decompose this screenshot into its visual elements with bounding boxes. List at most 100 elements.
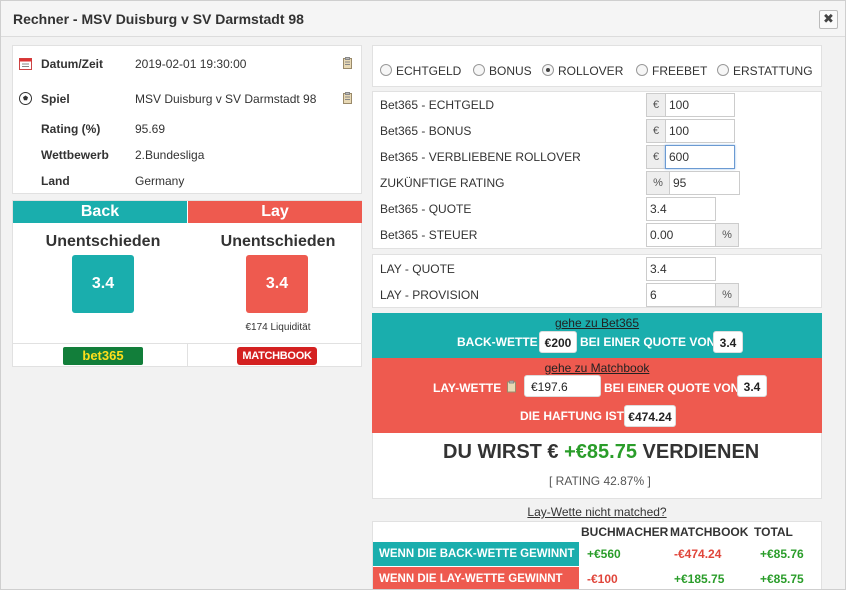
cell-total: +€85.76 xyxy=(760,547,804,561)
wettbewerb-value: 2.Bundesliga xyxy=(135,148,205,162)
close-button[interactable]: ✖ xyxy=(819,10,838,29)
back-odds-chip: 3.4 xyxy=(713,331,743,353)
bonus-label: Bet365 - BONUS xyxy=(380,124,472,138)
goto-bet365-link[interactable]: gehe zu Bet365 xyxy=(554,316,640,330)
lay-selection: Unentschieden xyxy=(220,233,336,250)
calendar-icon xyxy=(19,58,32,70)
earn-amount: +€85.75 xyxy=(564,441,637,463)
row-rollover: Bet365 - VERBLIEBENE ROLLOVER € xyxy=(373,144,821,170)
land-label: Land xyxy=(41,174,70,188)
liability-amount: €474.24 xyxy=(624,405,676,427)
cell-matchbook: +€185.75 xyxy=(674,572,725,586)
lay-quote-input[interactable] xyxy=(646,257,716,281)
bonus-input[interactable] xyxy=(665,119,735,143)
back-odds-box[interactable]: 3.4 xyxy=(72,255,134,313)
lay-provision-label: LAY - PROVISION xyxy=(380,288,479,302)
logo-divider-vertical xyxy=(187,343,188,367)
radio-dot-selected[interactable] xyxy=(542,64,554,76)
back-selection: Unentschieden xyxy=(45,233,161,250)
land-value: Germany xyxy=(135,174,185,188)
quote-input[interactable] xyxy=(646,197,716,221)
goto-matchbook-link[interactable]: gehe zu Matchbook xyxy=(544,361,650,375)
row-lay-provision: LAY - PROVISION % xyxy=(373,282,821,308)
echtgeld-label: Bet365 - ECHTGELD xyxy=(380,98,495,112)
cell-buchmacher: -€100 xyxy=(587,572,618,586)
table-row: WENN DIE BACK-WETTE GEWINNT +€560 -€474.… xyxy=(373,542,821,566)
summary-table: BUCHMACHER MATCHBOOK TOTAL WENN DIE BACK… xyxy=(372,521,822,589)
datum-label: Datum/Zeit xyxy=(41,57,104,71)
rating-value: 95.69 xyxy=(135,122,166,136)
clipboard-icon[interactable] xyxy=(507,380,517,393)
lay-not-matched-link[interactable]: Lay-Wette nicht matched? xyxy=(527,505,667,519)
echtgeld-input[interactable] xyxy=(665,93,735,117)
rating-label: Rating (%) xyxy=(41,122,101,136)
wettbewerb-label: Wettbewerb xyxy=(41,148,109,162)
result-rating-note: [ RATING 42.87% ] xyxy=(549,474,651,488)
lay-odds-box[interactable]: 3.4 xyxy=(246,255,308,313)
table-row: WENN DIE LAY-WETTE GEWINNT -€100 +€185.7… xyxy=(373,567,821,589)
clipboard-icon[interactable] xyxy=(343,92,353,104)
back-form-panel: Bet365 - ECHTGELD € Bet365 - BONUS € Bet… xyxy=(372,91,822,249)
back-bet-label: BACK-WETTE xyxy=(457,335,538,349)
lay-odds-chip: 3.4 xyxy=(737,375,767,397)
back-lay-panel: Back Lay Unentschieden Unentschieden 3.4… xyxy=(12,200,362,367)
lay-bet-amount: €197.6 xyxy=(524,375,601,397)
info-row-datum: Datum/Zeit 2019-02-01 19:30:00 xyxy=(13,54,361,74)
row-echtgeld: Bet365 - ECHTGELD € xyxy=(373,92,821,118)
mode-radio-panel: ECHTGELD BONUS ROLLOVER FREEBET ERSTATTU… xyxy=(372,45,822,87)
earn-prefix: DU WIRST € xyxy=(443,441,559,463)
lay-provision-input[interactable] xyxy=(646,283,716,307)
back-bet-amount: €200 xyxy=(539,331,577,353)
radio-label: ECHTGELD xyxy=(396,64,462,78)
matchbook-logo[interactable]: MATCHBOOK xyxy=(237,347,317,365)
radio-label: FREEBET xyxy=(652,64,708,78)
euro-addon: € xyxy=(646,93,666,117)
row-label-back-wins: WENN DIE BACK-WETTE GEWINNT xyxy=(373,542,579,566)
lay-form-panel: LAY - QUOTE LAY - PROVISION % xyxy=(372,254,822,308)
result-panel: gehe zu Bet365 BACK-WETTE €200 BEI EINER… xyxy=(372,313,822,499)
steuer-input[interactable] xyxy=(646,223,716,247)
datum-value: 2019-02-01 19:30:00 xyxy=(135,57,247,71)
info-row-rating: Rating (%) 95.69 xyxy=(13,119,361,139)
match-info-panel: Datum/Zeit 2019-02-01 19:30:00 Spiel MSV… xyxy=(12,45,362,194)
quote-label: Bet365 - QUOTE xyxy=(380,202,472,216)
rollover-input[interactable] xyxy=(665,145,735,169)
clipboard-icon[interactable] xyxy=(343,57,353,69)
future-rating-label: ZUKÜNFTIGE RATING xyxy=(380,176,505,190)
radio-dot[interactable] xyxy=(473,64,485,76)
lay-header: Lay xyxy=(188,201,362,223)
earnings-block: DU WIRST € +€85.75 VERDIENEN [ RATING 42… xyxy=(372,433,822,499)
future-rating-input[interactable] xyxy=(669,171,740,195)
earnings-text: DU WIRST € +€85.75 VERDIENEN xyxy=(443,441,759,464)
radio-label: ROLLOVER xyxy=(558,64,624,78)
col-buchmacher: BUCHMACHER xyxy=(581,525,669,539)
bet365-logo[interactable]: bet365 xyxy=(63,347,143,365)
radio-label: BONUS xyxy=(489,64,532,78)
radio-dot[interactable] xyxy=(717,64,729,76)
radio-dot[interactable] xyxy=(636,64,648,76)
radio-label: ERSTATTUNG xyxy=(733,64,813,78)
cell-matchbook: -€474.24 xyxy=(674,547,722,561)
row-steuer: Bet365 - STEUER % xyxy=(373,222,821,248)
cell-total: +€85.75 xyxy=(760,572,804,586)
percent-addon: % xyxy=(715,283,739,307)
euro-addon: € xyxy=(646,145,666,169)
info-row-land: Land Germany xyxy=(13,171,361,191)
lay-at-odds-label: BEI EINER QUOTE VON xyxy=(604,381,740,395)
soccer-ball-icon xyxy=(19,92,32,105)
row-bonus: Bet365 - BONUS € xyxy=(373,118,821,144)
info-row-spiel: Spiel MSV Duisburg v SV Darmstadt 98 xyxy=(13,89,361,109)
liability-label: DIE HAFTUNG IST xyxy=(520,409,624,423)
row-future-rating: ZUKÜNFTIGE RATING % xyxy=(373,170,821,196)
info-row-wettbewerb: Wettbewerb 2.Bundesliga xyxy=(13,145,361,165)
back-header: Back xyxy=(13,201,187,223)
spiel-label: Spiel xyxy=(41,92,70,106)
row-quote: Bet365 - QUOTE xyxy=(373,196,821,222)
row-label-lay-wins: WENN DIE LAY-WETTE GEWINNT xyxy=(373,567,579,589)
row-lay-quote: LAY - QUOTE xyxy=(373,256,821,282)
back-at-odds-label: BEI EINER QUOTE VON xyxy=(580,335,716,349)
radio-dot[interactable] xyxy=(380,64,392,76)
earn-suffix: VERDIENEN xyxy=(642,441,760,463)
rollover-label: Bet365 - VERBLIEBENE ROLLOVER xyxy=(380,150,581,164)
